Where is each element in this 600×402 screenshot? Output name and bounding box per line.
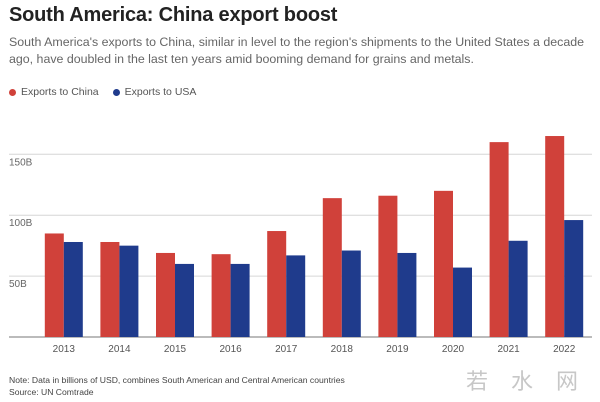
bar-china	[378, 195, 398, 337]
bar-china	[434, 190, 453, 337]
bar-usa	[119, 245, 139, 337]
bar-usa	[286, 255, 306, 337]
bar-usa	[175, 263, 194, 337]
footnote: Note: Data in billions of USD, combines …	[9, 375, 345, 385]
x-tick-label: 2016	[219, 344, 242, 355]
bar-usa	[508, 240, 528, 337]
legend-item-usa: Exports to USA	[112, 86, 197, 98]
legend: Exports to China Exports to USA	[9, 86, 196, 98]
bar-china	[489, 142, 509, 337]
chart-notes: Note: Data in billions of USD, combines …	[9, 374, 345, 398]
y-tick-label: 150B	[9, 157, 33, 168]
legend-item-china: Exports to China	[9, 86, 99, 98]
x-tick-label: 2021	[497, 344, 520, 355]
bar-china	[156, 252, 175, 337]
x-tick-label: 2020	[442, 344, 465, 355]
bar-china	[211, 254, 231, 337]
bar-usa	[341, 250, 361, 337]
x-tick-label: 2015	[164, 344, 187, 355]
legend-swatch-usa	[112, 88, 120, 96]
bar-usa	[397, 252, 417, 337]
source-line: Source: UN Comtrade	[9, 387, 94, 397]
x-tick-label: 2018	[331, 344, 354, 355]
bar-usa	[230, 263, 250, 337]
bar-china	[545, 136, 565, 337]
bar-china	[100, 241, 120, 337]
bar-china	[322, 198, 342, 337]
x-tick-label: 2014	[108, 344, 131, 355]
legend-label-china: Exports to China	[21, 86, 99, 98]
chart-title: South America: China export boost	[9, 4, 338, 26]
bar-usa	[564, 220, 584, 337]
x-tick-label: 2013	[53, 344, 76, 355]
chart-subtitle: South America's exports to China, simila…	[9, 35, 585, 66]
y-tick-label: 100B	[9, 218, 33, 229]
bar-china	[267, 231, 287, 337]
x-tick-label: 2022	[553, 344, 576, 355]
legend-label-usa: Exports to USA	[124, 86, 197, 98]
x-tick-label: 2019	[386, 344, 409, 355]
x-tick-label: 2017	[275, 344, 298, 355]
bar-chart: 50B 100B 150B 2013 2014 2015 2016 2017 2018 2019 2…	[9, 136, 592, 355]
y-tick-label: 50B	[9, 279, 27, 290]
bar-china	[44, 233, 64, 337]
bar-usa	[453, 267, 472, 337]
legend-swatch-china	[9, 88, 16, 96]
bar-usa	[63, 241, 83, 337]
watermark: 若 水 网	[466, 370, 586, 395]
